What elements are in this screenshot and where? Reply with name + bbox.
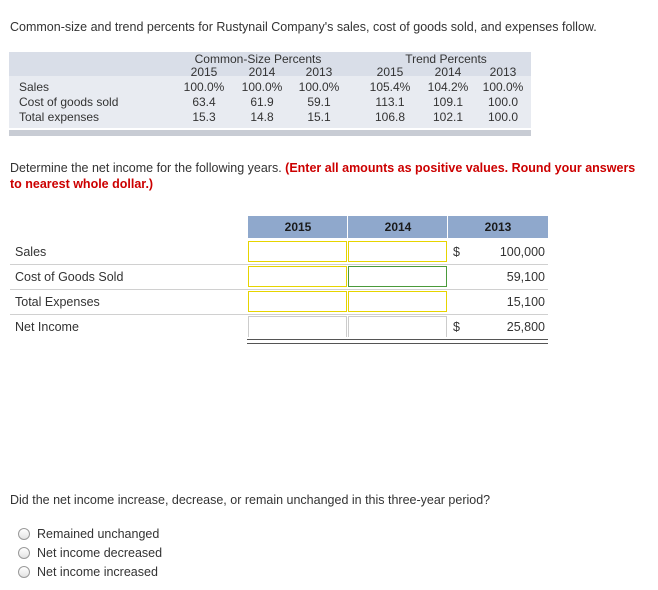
given-cell: 102.1 [432,110,464,124]
given-cell: 109.1 [432,95,464,109]
given-cell: 61.9 [250,95,274,109]
given-cell: 104.2% [427,80,469,94]
table-row: Total Expenses 15,100 [10,290,548,315]
dollar-sign: $ [453,320,460,334]
option-label: Net income decreased [37,546,163,560]
given-cell: 15.1 [307,110,331,124]
given-cell: 100.0% [183,80,225,94]
given-cell: 100.0% [482,80,524,94]
expenses-2013-value: 15,100 [506,295,545,309]
expenses-2014-input[interactable] [348,291,447,312]
net-income-2015-input[interactable] [248,316,347,337]
row-label-cogs: Cost of Goods Sold [15,270,124,284]
radio-button[interactable] [18,528,30,540]
common-year-2015: 2015 [190,65,218,79]
option-label: Net income increased [37,565,158,579]
radio-button[interactable] [18,547,30,559]
net-income-2014-input[interactable] [348,316,447,337]
given-cell: 14.8 [250,110,274,124]
sales-2013-value: 100,000 [499,245,545,259]
given-cell: 63.4 [192,95,216,109]
given-cell: 100.0 [487,110,519,124]
table-row: Net Income $ 25,800 [10,315,548,339]
header-2014: 2014 [384,220,412,234]
given-row-label-sales: Sales [19,80,50,94]
cogs-2015-input[interactable] [248,266,347,287]
common-year-2014: 2014 [248,65,276,79]
given-cell: 100.0% [298,80,340,94]
given-body-band [9,76,531,128]
table-row: Cost of Goods Sold 59,100 [10,265,548,290]
double-underline [247,339,548,344]
trend-year-2014: 2014 [434,65,462,79]
header-2015-cell [248,216,348,238]
option-remained-unchanged[interactable]: Remained unchanged [18,527,159,541]
common-year-2013: 2013 [305,65,333,79]
expenses-2015-input[interactable] [248,291,347,312]
row-label-net-income: Net Income [15,320,79,334]
sales-2015-input[interactable] [248,241,347,262]
header-2013: 2013 [484,220,512,234]
common-size-header: Common-Size Percents [194,52,322,66]
option-net-income-decreased[interactable]: Net income decreased [18,546,162,560]
instructions-emphasis: (Enter all amounts as positive values. R… [10,161,636,191]
trend-year-2015: 2015 [376,65,404,79]
row-label-expenses: Total Expenses [15,295,100,309]
given-data-table: Common-Size Percents Trend Percents 2015… [9,52,531,136]
given-cell: 59.1 [307,95,331,109]
table-row: Sales $ 100,000 [10,240,548,265]
given-cell: 15.3 [192,110,216,124]
given-cell: 100.0 [487,95,519,109]
trend-year-2013: 2013 [489,65,517,79]
given-row-label-cogs: Cost of goods sold [19,95,119,109]
given-cell: 105.4% [369,80,411,94]
given-bottom-rule [9,130,531,136]
trend-header: Trend Percents [405,52,487,66]
header-2014-cell [348,216,448,238]
given-cell: 100.0% [241,80,283,94]
given-cell: 106.8 [374,110,406,124]
given-row-label-expenses: Total expenses [19,110,100,124]
dollar-sign: $ [453,245,460,259]
given-header-band [9,52,531,76]
question-text: Did the net income increase, decrease, o… [10,493,491,507]
header-2013-cell [448,216,548,238]
radio-button[interactable] [18,566,30,578]
option-net-income-increased[interactable]: Net income increased [18,565,158,579]
sales-2014-input[interactable] [348,241,447,262]
intro-text: Common-size and trend percents for Rusty… [10,20,597,34]
row-label-sales: Sales [15,245,47,259]
cogs-2014-input[interactable] [348,266,447,287]
given-cell: 113.1 [375,95,405,109]
instructions-text: Determine the net income for the followi… [10,161,282,175]
header-2015: 2015 [284,220,312,234]
option-label: Remained unchanged [37,527,160,541]
cogs-2013-value: 59,100 [506,270,545,284]
net-income-2013-value: 25,800 [506,320,545,334]
instructions: Determine the net income for the followi… [10,160,640,192]
